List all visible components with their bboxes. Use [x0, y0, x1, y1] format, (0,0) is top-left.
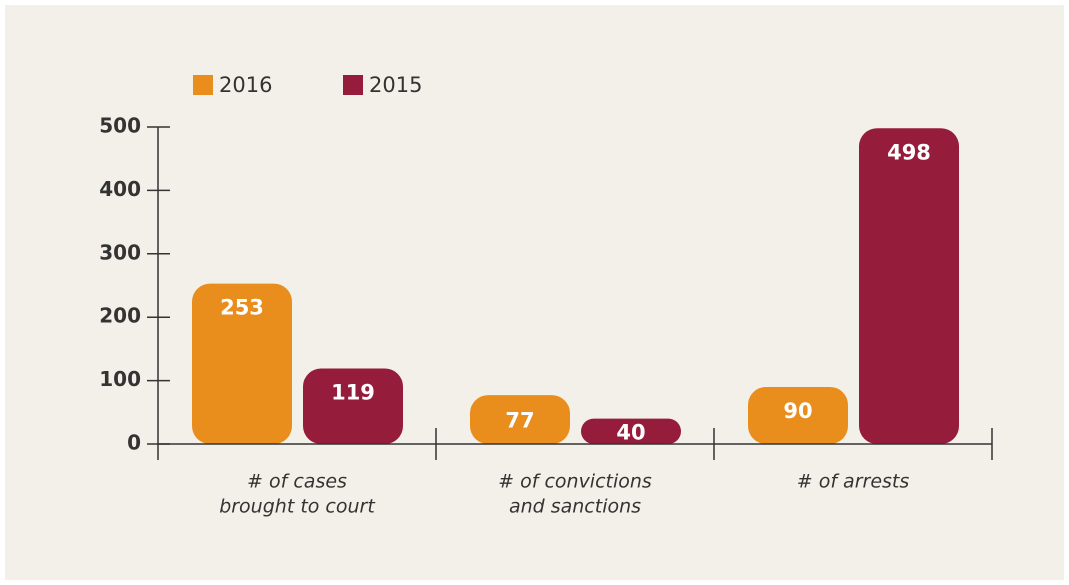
bar — [192, 283, 292, 444]
legend-swatch — [343, 75, 363, 95]
value-label: 77 — [505, 409, 534, 433]
legend-swatch — [193, 75, 213, 95]
bar — [859, 128, 959, 444]
x-tick-label: brought to court — [219, 496, 376, 518]
value-label: 40 — [616, 420, 645, 444]
legend-label: 2015 — [369, 73, 422, 97]
bar — [470, 395, 570, 444]
y-tick-label: 500 — [99, 114, 141, 138]
x-tick-label: # of arrests — [797, 471, 910, 493]
value-label: 253 — [220, 296, 264, 320]
bar — [303, 368, 403, 444]
value-label: 119 — [331, 381, 375, 405]
x-tick-label: # of cases — [247, 471, 347, 493]
bar — [748, 386, 848, 444]
x-tick-label: # of convictions — [498, 471, 652, 493]
y-tick-label: 0 — [127, 431, 141, 455]
y-tick-label: 400 — [99, 177, 141, 201]
legend-label: 2016 — [219, 73, 272, 97]
value-label: 498 — [887, 140, 931, 164]
x-tick-label: and sanctions — [509, 496, 641, 518]
y-tick-label: 200 — [99, 304, 141, 328]
y-tick-label: 300 — [99, 240, 141, 264]
bar — [581, 418, 681, 444]
value-label: 90 — [783, 399, 812, 423]
y-tick-label: 100 — [99, 367, 141, 391]
